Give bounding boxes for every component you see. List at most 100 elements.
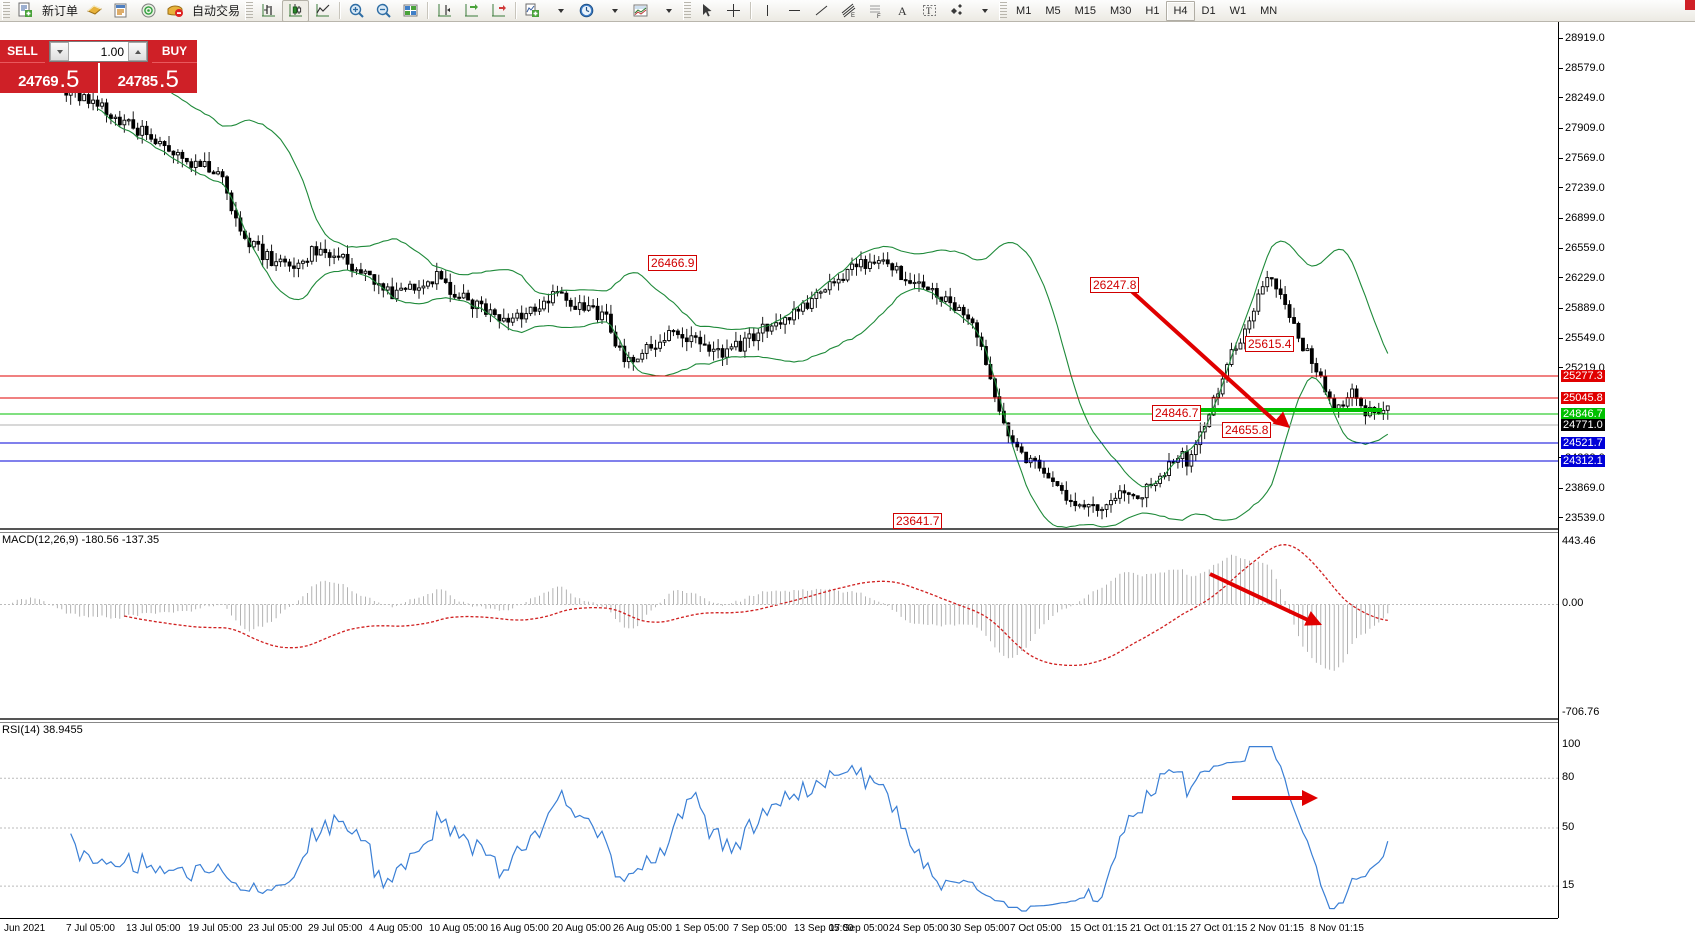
price-annotation-5: 23641.7 [893, 513, 943, 529]
templates-icon[interactable] [627, 0, 654, 22]
crosshair-icon[interactable] [720, 0, 747, 22]
indicators-icon[interactable] [519, 0, 546, 22]
new-order-icon[interactable] [12, 0, 39, 22]
price-scale[interactable]: 28919.0 28579.0 28249.0 27909.0 27569.0 27239… [1558, 22, 1695, 918]
price-tick-4: 27569.0 [1559, 152, 1605, 164]
time-tick-20: 27 Oct 01:15 [1190, 923, 1248, 934]
timeframe-h4[interactable]: H4 [1166, 0, 1195, 21]
time-tick-8: 16 Aug 05:00 [490, 923, 549, 934]
horizontal-line-icon[interactable] [781, 0, 808, 22]
data-window-icon[interactable] [108, 0, 135, 22]
price-tick-10: 25549.0 [1559, 332, 1605, 344]
price-tick-14: 23539.0 [1559, 512, 1605, 524]
price-annotation-3: 24846.7 [1152, 405, 1202, 421]
line-chart-icon[interactable] [309, 0, 336, 22]
auto-scroll-icon[interactable] [458, 0, 485, 22]
rsi-pane[interactable]: RSI(14) 38.9455 [0, 722, 1558, 918]
vertical-line-icon[interactable] [754, 0, 781, 22]
toolbar-grip-2[interactable] [245, 1, 254, 20]
price-tick-2: 28249.0 [1559, 92, 1605, 104]
zoom-in-icon[interactable] [343, 0, 370, 22]
time-tick-0: Jun 2021 [4, 923, 46, 934]
volume-increase-button[interactable] [128, 42, 147, 61]
price-tick-7: 26559.0 [1559, 242, 1605, 254]
expert-advisors-icon[interactable] [81, 0, 108, 22]
new-order-label[interactable]: 新订单 [42, 4, 79, 18]
time-tick-16: 30 Sep 05:00 [950, 923, 1010, 934]
auto-trading-icon[interactable] [162, 0, 189, 22]
price-chart-pane[interactable] [0, 22, 1558, 530]
svg-text:T: T [926, 6, 932, 16]
sell-button[interactable]: SELL [0, 40, 45, 63]
toolbar-grip[interactable] [2, 1, 10, 20]
rsi-label: RSI(14) 38.9455 [2, 724, 83, 736]
price-tick-9: 25889.0 [1559, 302, 1605, 314]
time-tick-10: 26 Aug 05:00 [613, 923, 672, 934]
timeframe-m15[interactable]: M15 [1074, 4, 1096, 17]
sell-price-main: 24769 [18, 73, 59, 90]
toolbar-grip-4[interactable] [999, 1, 1008, 20]
timeframe-w1[interactable]: W1 [1229, 4, 1247, 17]
time-tick-6: 4 Aug 05:00 [369, 923, 423, 934]
price-level-label-4[interactable]: 24521.7 [1561, 437, 1605, 449]
price-level-label-0[interactable]: 25277.3 [1561, 370, 1605, 382]
text-icon[interactable]: A [889, 0, 916, 22]
volume-value[interactable]: 1.00 [69, 42, 128, 61]
timeframe-m1[interactable]: M1 [1016, 4, 1032, 17]
chart-grid-icon[interactable] [397, 0, 424, 22]
toolbar-grip-3[interactable] [683, 1, 692, 20]
time-tick-7: 10 Aug 05:00 [429, 923, 488, 934]
sell-price[interactable]: 24769 .5 [0, 63, 100, 93]
buy-price-main: 24785 [117, 73, 159, 90]
rsi-axis-label-3: 15 [1562, 879, 1575, 892]
candlestick-chart-icon[interactable] [282, 0, 310, 22]
text-label-icon[interactable]: T [916, 0, 943, 22]
price-level-label-5[interactable]: 24312.1 [1561, 455, 1605, 467]
bar-chart-icon[interactable] [255, 0, 282, 22]
price-level-label-1[interactable]: 25045.8 [1561, 392, 1605, 404]
volume-decrease-button[interactable] [50, 42, 69, 61]
fibonacci-icon[interactable]: F [862, 0, 889, 22]
price-tick-5: 27239.0 [1559, 182, 1605, 194]
auto-trading-label[interactable]: 自动交易 [192, 4, 241, 18]
rsi-axis-label-1: 80 [1562, 771, 1575, 784]
close-icon[interactable] [1685, 0, 1695, 10]
time-tick-15: 24 Sep 05:00 [889, 923, 949, 934]
macd-pane[interactable]: MACD(12,26,9) -180.56 -137.35 [0, 532, 1558, 720]
cursor-icon[interactable] [693, 0, 720, 22]
volume-stepper[interactable]: 1.00 [49, 41, 148, 62]
chart-scale-icon[interactable] [485, 0, 512, 22]
toolbar-separator-3 [515, 2, 517, 19]
trendline-icon[interactable] [808, 0, 835, 22]
time-tick-5: 29 Jul 05:00 [308, 923, 363, 934]
period-icon[interactable] [573, 0, 600, 22]
one-click-trading-panel[interactable]: SELL 1.00 BUY 24769 .5 24785 .5 [0, 40, 197, 93]
time-tick-3: 19 Jul 05:00 [188, 923, 243, 934]
navigator-icon[interactable] [135, 0, 162, 22]
timeframe-d1[interactable]: D1 [1201, 4, 1216, 17]
shapes-icon[interactable] [943, 0, 970, 22]
time-tick-18: 15 Oct 01:15 [1070, 923, 1128, 934]
rsi-axis-label-2: 50 [1562, 821, 1575, 833]
indicators-dropdown-icon[interactable] [546, 0, 573, 22]
buy-price[interactable]: 24785 .5 [99, 63, 197, 93]
price-tick-13: 23869.0 [1559, 482, 1605, 494]
timeframe-h1[interactable]: H1 [1145, 4, 1160, 17]
main-toolbar[interactable]: 新订单 自动交易 [0, 0, 1695, 22]
price-tick-8: 26229.0 [1559, 272, 1605, 284]
period-dropdown-icon[interactable] [600, 0, 627, 22]
time-scale[interactable]: Jun 2021 7 Jul 05:00 13 Jul 05:00 19 Jul 05… [0, 918, 1558, 946]
timeframe-m5[interactable]: M5 [1045, 4, 1061, 17]
price-level-label-2[interactable]: 24846.7 [1561, 408, 1605, 420]
time-tick-12: 7 Sep 05:00 [733, 923, 787, 934]
templates-dropdown-icon[interactable] [654, 0, 681, 22]
shapes-dropdown-icon[interactable] [970, 0, 997, 22]
zoom-out-icon[interactable] [370, 0, 397, 22]
chart-shift-icon[interactable] [431, 0, 458, 22]
timeframe-mn[interactable]: MN [1260, 4, 1278, 17]
price-level-label-3[interactable]: 24771.0 [1561, 419, 1605, 431]
volume-container[interactable]: 1.00 [45, 40, 152, 63]
buy-button[interactable]: BUY [152, 40, 197, 63]
equidistant-channel-icon[interactable]: E [835, 0, 862, 22]
timeframe-m30[interactable]: M30 [1110, 4, 1132, 17]
